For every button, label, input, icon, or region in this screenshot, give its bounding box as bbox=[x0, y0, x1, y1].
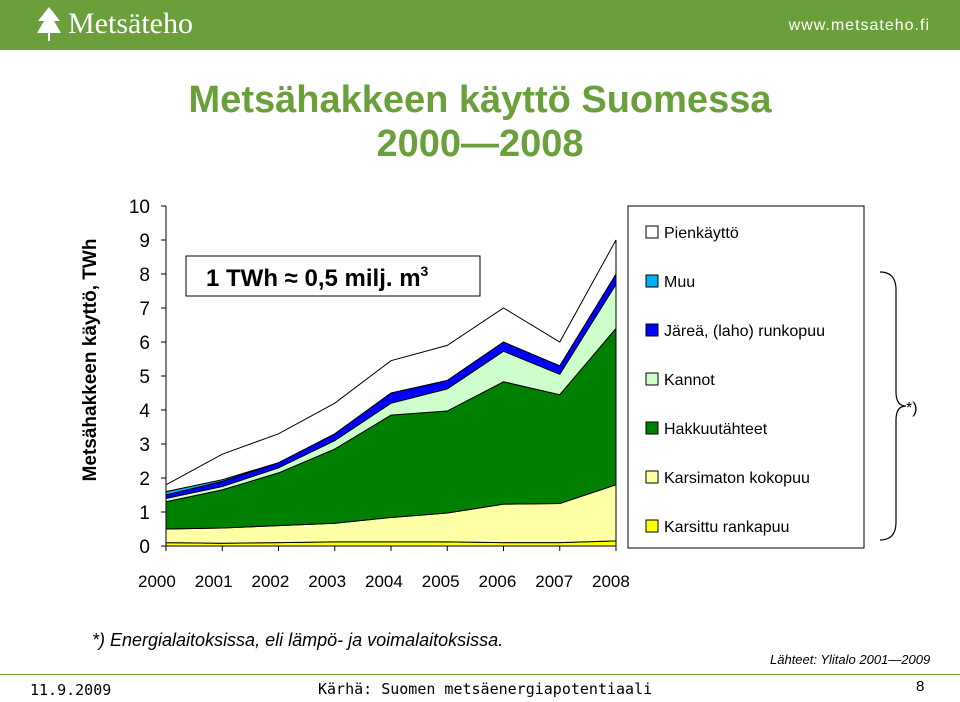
y-tick-label: 3 bbox=[139, 435, 150, 456]
header-bar: Metsäteho www.metsateho.fi bbox=[0, 0, 960, 50]
y-tick-label: 4 bbox=[139, 401, 150, 422]
logo[interactable]: Metsäteho bbox=[36, 4, 193, 44]
legend-label: Karsittu rankapuu bbox=[664, 519, 789, 536]
legend-swatch bbox=[645, 225, 659, 239]
legend-label: Hakkuutähteet bbox=[664, 421, 768, 438]
y-tick-label: 6 bbox=[139, 333, 150, 354]
legend-box bbox=[627, 205, 865, 549]
page-title-line1: Metsähakkeen käyttö Suomessa bbox=[188, 79, 772, 121]
sources-note: Lähteet: Ylitalo 2001—2009 bbox=[770, 652, 931, 667]
leaf-logo-icon bbox=[37, 7, 61, 41]
legend-swatch bbox=[645, 323, 659, 337]
logo-text: Metsäteho bbox=[68, 7, 193, 40]
bracket-label: *) bbox=[906, 400, 918, 417]
legend-swatch bbox=[645, 519, 659, 533]
annotation-superscript: 3 bbox=[421, 263, 429, 279]
x-tick-label: 2006 bbox=[479, 572, 517, 591]
x-tick-label: 2002 bbox=[252, 572, 290, 591]
y-tick-label: 9 bbox=[139, 231, 150, 252]
y-tick-label: 8 bbox=[139, 265, 150, 286]
footer-date: 11.9.2009 bbox=[30, 681, 112, 699]
annotation-box bbox=[185, 255, 481, 297]
legend-swatch bbox=[645, 274, 659, 288]
legend-label: Karsimaton kokopuu bbox=[664, 470, 810, 487]
x-tick-label: 2001 bbox=[195, 572, 233, 591]
x-tick-label: 2007 bbox=[535, 572, 573, 591]
footer-title: Kärhä: Suomen metsäenergiapotentiaali bbox=[318, 680, 653, 698]
footer-divider bbox=[0, 674, 960, 675]
legend-label: Muu bbox=[664, 274, 695, 291]
page-title-line2: 2000—2008 bbox=[376, 123, 584, 165]
legend-label: Pienkäyttö bbox=[664, 225, 739, 242]
legend-swatch bbox=[645, 372, 659, 386]
y-tick-label: 1 bbox=[139, 503, 150, 524]
site-url-link[interactable]: www.metsateho.fi bbox=[788, 17, 930, 34]
x-tick-label: 2004 bbox=[365, 572, 403, 591]
y-tick-label: 5 bbox=[139, 367, 150, 388]
x-tick-label: 2000 bbox=[138, 572, 176, 591]
legend-label: Järeä, (laho) runkopuu bbox=[664, 323, 825, 340]
x-tick-label: 2008 bbox=[592, 572, 630, 591]
y-tick-label: 10 bbox=[129, 197, 150, 218]
area-series-6 bbox=[165, 239, 617, 493]
annotation-text: 1 TWh ≈ 0,5 milj. m3 bbox=[206, 263, 429, 292]
y-tick-label: 7 bbox=[139, 299, 150, 320]
page-number: 8 bbox=[916, 678, 925, 695]
legend-swatch bbox=[645, 421, 659, 435]
legend-label: Kannot bbox=[664, 372, 715, 389]
legend-swatch bbox=[645, 470, 659, 484]
x-tick-label: 2003 bbox=[308, 572, 346, 591]
y-tick-label: 0 bbox=[139, 537, 150, 558]
x-tick-label: 2005 bbox=[422, 572, 460, 591]
footnote: *) Energialaitoksissa, eli lämpö- ja voi… bbox=[92, 630, 504, 650]
bracket-brace bbox=[879, 271, 907, 541]
y-tick-label: 2 bbox=[139, 469, 150, 490]
